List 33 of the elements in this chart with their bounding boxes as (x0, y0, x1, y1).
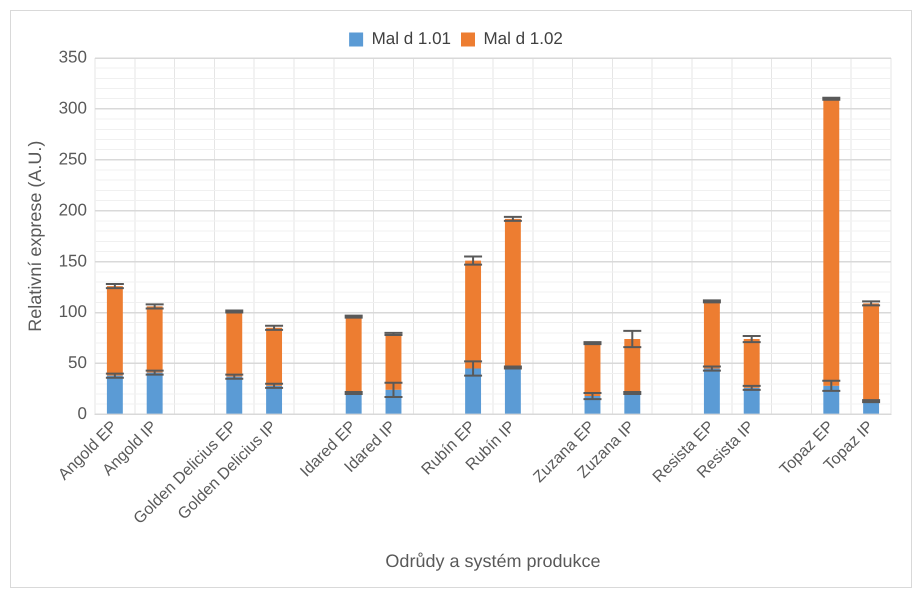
y-tick-label: 350 (58, 48, 87, 67)
bar (226, 312, 242, 377)
bar (823, 98, 840, 386)
legend-label: Mal d 1.02 (484, 29, 563, 48)
bar (146, 372, 163, 414)
bar (465, 260, 482, 369)
bar (584, 343, 600, 396)
bar (504, 368, 521, 414)
bar (704, 301, 720, 369)
bar (106, 376, 123, 414)
bar (863, 303, 880, 402)
bar (386, 334, 402, 390)
y-tick-label: 200 (58, 200, 87, 220)
legend-label: Mal d 1.01 (372, 29, 452, 48)
bar (106, 286, 123, 376)
bar (266, 386, 282, 414)
y-tick-label: 250 (58, 150, 87, 169)
bar (226, 376, 242, 414)
bar (266, 328, 282, 386)
y-axis-title: Relativní exprese (A.U.) (24, 140, 45, 332)
bar (465, 368, 482, 414)
y-tick-label: 0 (77, 404, 87, 424)
bar (744, 388, 760, 414)
y-tick-label: 300 (58, 98, 87, 118)
bar (704, 368, 720, 414)
bar (346, 316, 362, 393)
y-tick-label: 50 (68, 353, 87, 372)
bar (823, 386, 840, 414)
bar (146, 306, 163, 373)
y-tick-label: 150 (58, 251, 87, 270)
bar (744, 339, 760, 388)
y-tick-label: 100 (58, 302, 87, 322)
x-axis-title: Odrůdy a systém produkce (385, 551, 601, 572)
